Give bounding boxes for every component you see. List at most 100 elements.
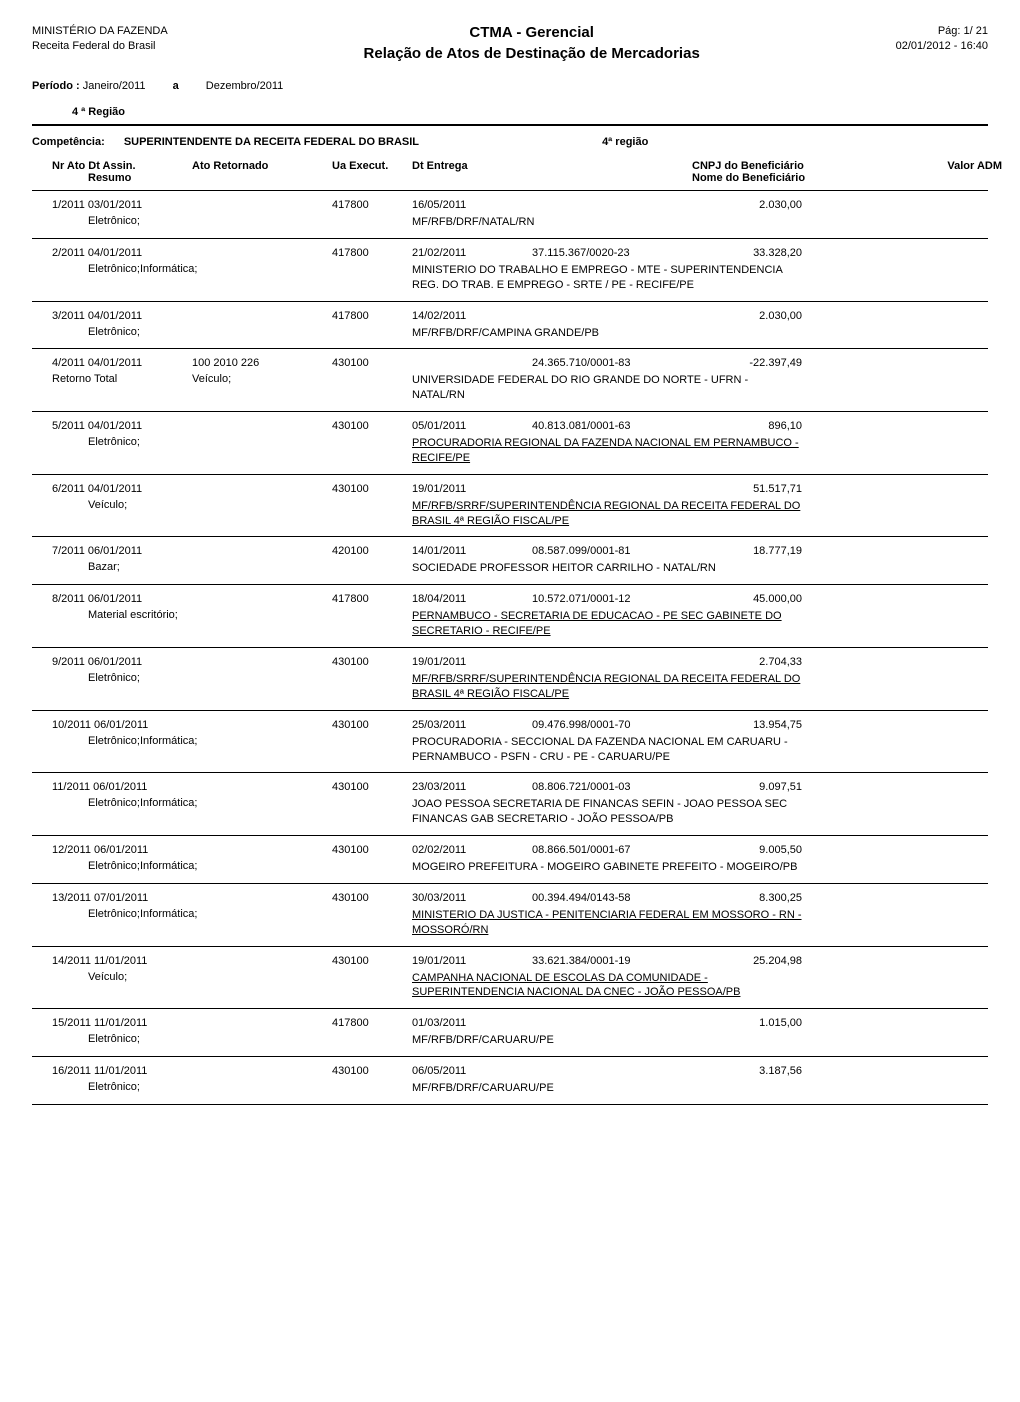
entry-ua: 430100 xyxy=(332,1065,412,1077)
entry-line-1: 1/2011 03/01/2011 41780016/05/2011 2.030,0… xyxy=(52,199,988,211)
entry-nr-dt: 16/2011 11/01/2011 xyxy=(52,1065,192,1077)
entry-nr-dt: 8/2011 06/01/2011 xyxy=(52,593,192,605)
periodo-from: Janeiro/2011 xyxy=(83,80,146,92)
entry-ua: 430100 xyxy=(332,420,412,432)
entry-entrega: 02/02/2011 xyxy=(412,844,532,856)
entry-resumo: Eletrônico;Informática; xyxy=(52,797,332,827)
entry-line-1: 2/2011 04/01/201141780021/02/201137.115.… xyxy=(52,247,988,259)
title-1: CTMA - Gerencial xyxy=(168,24,896,41)
org-line-1: MINISTÉRIO DA FAZENDA xyxy=(32,24,168,39)
entry-resumo: Eletrônico; xyxy=(52,1081,332,1096)
entry-ua: 417800 xyxy=(332,593,412,605)
entry-cnpj: 37.115.367/0020-23 xyxy=(532,247,692,259)
entry-nr-dt: 2/2011 04/01/2011 xyxy=(52,247,192,259)
entry-nr-dt: 1/2011 03/01/2011 xyxy=(52,199,192,211)
competencia-value: SUPERINTENDENTE DA RECEITA FEDERAL DO BR… xyxy=(124,136,419,148)
entry-line-2: Eletrônico;Informática;MOGEIRO PREFEITUR… xyxy=(52,860,988,875)
document-header: MINISTÉRIO DA FAZENDA Receita Federal do… xyxy=(32,24,988,62)
entry-entrega: 19/01/2011 xyxy=(412,483,532,495)
entry-cnpj: 40.813.081/0001-63 xyxy=(532,420,692,432)
entry-row: 12/2011 06/01/2011 43010002/02/201108.866… xyxy=(32,836,988,884)
entry-resumo: Eletrônico;Informática; xyxy=(52,908,332,938)
entry-row: 16/2011 11/01/2011 43010006/05/2011 3.187,… xyxy=(32,1057,988,1105)
entry-desc: MF/RFB/SRRF/SUPERINTENDÊNCIA REGIONAL DA… xyxy=(412,672,802,702)
entry-ua: 430100 xyxy=(332,719,412,731)
entry-desc: MF/RFB/DRF/CARUARU/PE xyxy=(412,1081,802,1096)
entry-desc: PERNAMBUCO - SECRETARIA DE EDUCACAO - PE… xyxy=(412,609,802,639)
entry-ua: 430100 xyxy=(332,357,412,369)
entry-nr-dt: 12/2011 06/01/2011 xyxy=(52,844,192,856)
entry-valor: 896,10 xyxy=(692,420,802,432)
entry-resumo: Material escritório; xyxy=(52,609,332,639)
datetime: 02/01/2012 - 16:40 xyxy=(896,39,988,54)
entry-valor: 2.030,00 xyxy=(692,310,802,322)
header-titles: CTMA - Gerencial Relação de Atos de Dest… xyxy=(168,24,896,62)
entry-line-2: Material escritório; PERNAMBUCO - SECRETA… xyxy=(52,609,988,639)
entry-cnpj: 08.866.501/0001-67 xyxy=(532,844,692,856)
entry-ua: 417800 xyxy=(332,247,412,259)
entry-line-2: Eletrônico; MF/RFB/DRF/CARUARU/PE xyxy=(52,1081,988,1096)
entry-cnpj: 24.365.710/0001-83 xyxy=(532,357,692,369)
entry-nr-dt: 10/2011 06/01/2011 xyxy=(52,719,192,731)
entry-ua: 417800 xyxy=(332,310,412,322)
entry-entrega: 16/05/2011 xyxy=(412,199,532,211)
entry-cnpj: 08.587.099/0001-81 xyxy=(532,545,692,557)
entry-line-2: Veículo;CAMPANHA NACIONAL DE ESCOLAS DA … xyxy=(52,971,988,1001)
title-2: Relação de Atos de Destinação de Mercado… xyxy=(168,45,896,62)
entry-nr-dt: 15/2011 11/01/2011 xyxy=(52,1017,192,1029)
entry-ua: 417800 xyxy=(332,199,412,211)
entry-line-1: 16/2011 11/01/2011 43010006/05/2011 3.187,… xyxy=(52,1065,988,1077)
entry-line-1: 10/2011 06/01/201143010025/03/201109.476… xyxy=(52,719,988,731)
entry-entrega: 14/01/2011 xyxy=(412,545,532,557)
entry-line-2: Eletrônico;Informática; MINISTERIO DA JUS… xyxy=(52,908,988,938)
entry-line-2: Veículo;MF/RFB/SRRF/SUPERINTENDÊNCIA REG… xyxy=(52,499,988,529)
entry-desc: CAMPANHA NACIONAL DE ESCOLAS DA COMUNIDA… xyxy=(412,971,802,1001)
entry-row: 7/2011 06/01/201142010014/01/201108.587.… xyxy=(32,537,988,585)
entry-resumo: Eletrônico;Informática; xyxy=(52,735,332,765)
entry-line-2: Retorno TotalVeículo;UNIVERSIDADE FEDERA… xyxy=(52,373,988,403)
column-headers: Nr Ato Dt Assin. Resumo Ato Retornado Ua… xyxy=(32,156,988,191)
periodo-to: Dezembro/2011 xyxy=(206,80,283,92)
entry-entrega: 14/02/2011 xyxy=(412,310,532,322)
entry-line-2: Eletrônico;MF/RFB/SRRF/SUPERINTENDÊNCIA … xyxy=(52,672,988,702)
entry-valor: 1.015,00 xyxy=(692,1017,802,1029)
entry-ua: 430100 xyxy=(332,955,412,967)
entry-desc: MF/RFB/DRF/NATAL/RN xyxy=(412,215,802,230)
entry-desc: MINISTERIO DA JUSTICA - PENITENCIARIA FE… xyxy=(412,908,802,938)
entry-row: 13/2011 07/01/201143010030/03/201100.394… xyxy=(32,884,988,947)
entry-nr-dt: 6/2011 04/01/2011 xyxy=(52,483,192,495)
entry-entrega: 06/05/2011 xyxy=(412,1065,532,1077)
entry-desc: PROCURADORIA REGIONAL DA FAZENDA NACIONA… xyxy=(412,436,802,466)
entries-container: 1/2011 03/01/201141780016/05/20112.030,0… xyxy=(32,191,988,1105)
entry-row: 15/2011 11/01/201141780001/03/20111.015,… xyxy=(32,1009,988,1057)
entry-valor: 51.517,71 xyxy=(692,483,802,495)
entry-ua: 430100 xyxy=(332,781,412,793)
entry-valor: 18.777,19 xyxy=(692,545,802,557)
entry-line-1: 13/2011 07/01/201143010030/03/201100.394… xyxy=(52,892,988,904)
entry-line-2: Bazar;SOCIEDADE PROFESSOR HEITOR CARRILH… xyxy=(52,561,988,576)
entry-desc: SOCIEDADE PROFESSOR HEITOR CARRILHO - NA… xyxy=(412,561,802,576)
entry-valor: 3.187,56 xyxy=(692,1065,802,1077)
entry-resumo: Eletrônico; xyxy=(52,215,332,230)
entry-desc: MF/RFB/SRRF/SUPERINTENDÊNCIA REGIONAL DA… xyxy=(412,499,802,529)
entry-line-2: Eletrônico;Informática;PROCURADORIA - SE… xyxy=(52,735,988,765)
periodo-row: Período : Janeiro/2011 a Dezembro/2011 xyxy=(32,80,988,92)
entry-valor: 2.030,00 xyxy=(692,199,802,211)
entry-ato: 100 2010 226 xyxy=(192,357,332,369)
entry-row: 14/2011 11/01/201143010019/01/201133.621… xyxy=(32,947,988,1010)
entry-line-1: 7/2011 06/01/201142010014/01/201108.587.… xyxy=(52,545,988,557)
entry-valor: 45.000,00 xyxy=(692,593,802,605)
col-valor: Valor ADM xyxy=(892,160,1002,184)
entry-cnpj: 08.806.721/0001-03 xyxy=(532,781,692,793)
entry-ua: 430100 xyxy=(332,844,412,856)
entry-line-2: Eletrônico; MF/RFB/DRF/NATAL/RN xyxy=(52,215,988,230)
entry-resumo: Eletrônico; xyxy=(52,436,332,466)
entry-desc: MINISTERIO DO TRABALHO E EMPREGO - MTE -… xyxy=(412,263,802,293)
org-line-2: Receita Federal do Brasil xyxy=(32,39,168,54)
entry-entrega: 25/03/2011 xyxy=(412,719,532,731)
entry-ua: 430100 xyxy=(332,483,412,495)
entry-nr-dt: 13/2011 07/01/2011 xyxy=(52,892,192,904)
entry-resumo: Eletrônico;Informática; xyxy=(52,263,332,293)
entry-line-2: Eletrônico;Informática;JOAO PESSOA SECRE… xyxy=(52,797,988,827)
competencia-row: Competência: SUPERINTENDENTE DA RECEITA … xyxy=(32,136,988,148)
